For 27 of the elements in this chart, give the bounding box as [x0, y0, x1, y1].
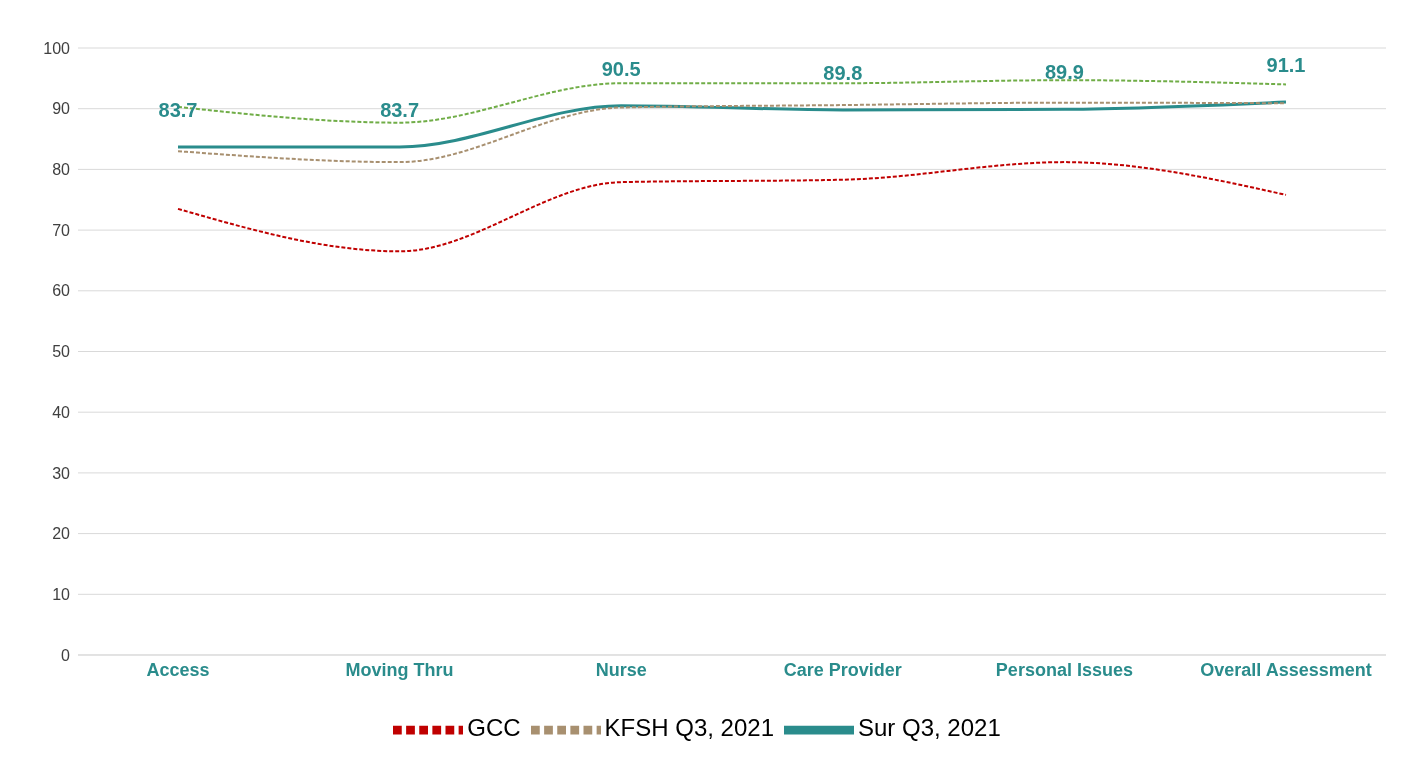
y-tick-label: 30	[52, 464, 71, 482]
x-tick-label: Overall Assessment	[1200, 659, 1372, 680]
y-tick-label: 60	[52, 282, 71, 300]
data-label: 90.5	[601, 57, 641, 80]
data-label: 83.7	[380, 98, 420, 121]
x-tick-label: Moving Thru	[345, 659, 454, 680]
y-tick-label: 40	[52, 403, 71, 421]
y-tick-label: 20	[52, 525, 71, 543]
y-tick-label: 100	[43, 39, 71, 57]
data-label: 89.9	[1044, 61, 1084, 84]
data-label: 91.1	[1266, 54, 1306, 77]
line-series	[177, 161, 1287, 253]
y-tick-label: 90	[52, 100, 71, 118]
y-tick-label: 10	[52, 585, 71, 603]
data-label: 83.7	[158, 98, 198, 121]
x-tick-label: Access	[146, 659, 210, 680]
legend-label: KFSH Q3, 2021	[604, 714, 774, 742]
x-tick-label: Personal Issues	[995, 659, 1133, 680]
legend-label: Sur Q3, 2021	[858, 714, 1001, 742]
legend-label: GCC	[467, 714, 521, 742]
y-tick-label: 80	[52, 161, 71, 179]
y-tick-label: 50	[52, 343, 71, 361]
y-tick-label: 70	[52, 221, 71, 239]
x-tick-label: Nurse	[595, 659, 647, 680]
y-tick-label: 0	[61, 646, 71, 664]
x-tick-label: Care Provider	[783, 659, 902, 680]
data-label: 89.8	[823, 61, 863, 84]
